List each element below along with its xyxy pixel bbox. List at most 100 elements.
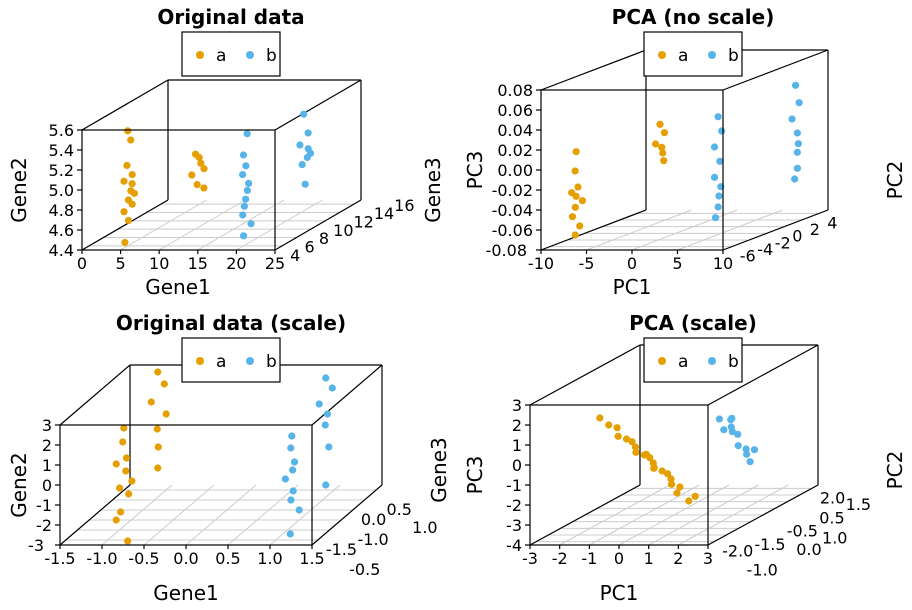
z-axis-label: PC2 (883, 451, 907, 490)
data-point-a (120, 208, 128, 216)
data-point-b (242, 162, 250, 170)
y-tick-label: -3 (28, 536, 44, 555)
z-tick-label: -0.5 (349, 560, 380, 579)
z-tick-label: 4 (827, 213, 837, 232)
data-point-b (245, 179, 253, 187)
data-point-b (793, 129, 801, 137)
x-axis-label: Gene1 (145, 275, 211, 299)
legend-label-b: b (266, 352, 277, 372)
data-point-a (193, 180, 201, 189)
data-point-a (124, 127, 132, 135)
data-point-b (795, 99, 803, 107)
data-point-b (728, 428, 736, 436)
z-tick-label: 2 (810, 220, 820, 239)
data-point-b (287, 496, 295, 504)
box-edge (529, 344, 641, 406)
data-point-a (115, 484, 124, 492)
data-point-a (572, 148, 580, 156)
z-tick-label: 0.0 (361, 510, 386, 529)
y-tick-label: 5.0 (49, 181, 74, 200)
data-point-a (128, 170, 136, 179)
z-tick-label: -1.0 (747, 560, 778, 579)
data-point-a (660, 129, 669, 137)
box-edge (59, 364, 131, 426)
box-edge (722, 209, 829, 251)
legend-marker-a (658, 357, 666, 365)
floor-gridline (143, 484, 215, 546)
data-point-b (289, 466, 297, 474)
x-tick-label: 15 (188, 254, 208, 273)
z-tick-label: -2 (775, 233, 791, 252)
x-tick-label: 0.0 (173, 549, 198, 568)
data-point-b (298, 160, 306, 169)
box-edge (81, 79, 169, 131)
legend-label-a: a (216, 46, 226, 66)
data-point-a (568, 189, 576, 197)
z-tick-label: 16 (394, 196, 414, 215)
x-tick-label: 0 (77, 254, 87, 273)
data-point-b (243, 186, 251, 195)
data-point-a (200, 165, 208, 173)
x-tick-label: -2 (552, 549, 568, 568)
box-edge (540, 49, 647, 91)
z-tick-label: 6 (305, 238, 315, 257)
data-point-a (571, 167, 579, 175)
floor-gridline (227, 484, 299, 546)
x-tick-label: -1.5 (44, 549, 75, 568)
y-tick-label: -0.08 (486, 241, 527, 260)
y-tick-label: 3 (42, 416, 52, 435)
z-axis-label: Gene3 (427, 437, 451, 503)
data-point-a (120, 424, 128, 432)
y-tick-label: 0.00 (497, 161, 533, 180)
z-tick-label: -1.5 (754, 535, 785, 554)
panel-pca-no-scale: PCA (no scale) PC1 PC3 PC2 a b-10 -5 0 5 10-0… (463, 5, 907, 299)
x-tick-label: -3 (522, 549, 538, 568)
box-front-face (59, 424, 313, 546)
floor-gridline (677, 209, 783, 251)
y-tick-label: 5.4 (49, 141, 74, 160)
y-tick-label: -2 (506, 496, 522, 515)
data-point-b (750, 446, 759, 454)
chart-title: Original data (scale) (116, 311, 346, 335)
x-tick-label: 1.0 (257, 549, 282, 568)
data-point-b (793, 148, 801, 156)
y-tick-label: 5.2 (49, 161, 74, 180)
x-tick-label: 0 (627, 254, 637, 273)
box-edge (311, 364, 383, 426)
z-tick-label: -1.5 (326, 540, 357, 559)
data-point-a (125, 490, 133, 498)
data-point-a (659, 149, 667, 157)
x-axis-label: PC1 (600, 581, 639, 605)
data-point-a (154, 368, 162, 376)
z-tick-label: 0.5 (819, 508, 844, 527)
data-point-a (122, 467, 130, 475)
z-tick-label: -4 (757, 240, 773, 259)
box-edge (81, 199, 169, 251)
x-tick-label: 3 (703, 549, 713, 568)
panel-original-data: Original data Gene1 Gene2 Gene3 a b0 5 10 15… (7, 5, 445, 299)
panel-pca-scale: PCA (scale) PC1 PC3 PC2 a b-3 -2 -1 0 1 2 3-4-3… (463, 311, 907, 605)
y-tick-label: -0.02 (492, 181, 533, 200)
data-point-b (239, 211, 247, 219)
box-edge (722, 49, 829, 91)
x-tick-label: 10 (149, 254, 169, 273)
data-point-b (710, 173, 719, 181)
data-point-b (720, 426, 728, 434)
y-axis-label: PC3 (463, 456, 487, 495)
data-point-b (746, 458, 754, 466)
z-tick-label: 12 (354, 213, 374, 232)
x-tick-label: 20 (226, 254, 246, 273)
data-point-b (300, 110, 308, 118)
y-tick-label: 2 (42, 436, 52, 455)
z-tick-label: 0.0 (796, 540, 821, 559)
data-point-a (691, 492, 699, 500)
floor-gridline (185, 484, 257, 546)
panel-original-data-scale: Original data (scale) Gene1 Gene2 Gene3 … (7, 311, 451, 605)
data-point-a (128, 477, 136, 485)
y-tick-label: -0.06 (492, 221, 533, 240)
z-axis-label: Gene3 (421, 157, 445, 223)
z-tick-label: 2.0 (820, 488, 845, 507)
y-tick-label: 0 (42, 476, 52, 495)
